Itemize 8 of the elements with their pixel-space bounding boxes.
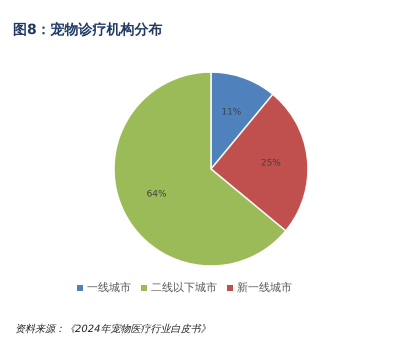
data-label: 25% (260, 158, 282, 168)
legend-label: 新一线城市 (237, 281, 292, 294)
data-label: 11% (221, 107, 242, 118)
chart-title: 图8：宠物诊疗机构分布 (13, 21, 163, 39)
data-label: 64% (146, 190, 168, 200)
text: 资料来源：《2024年宠物医疗行业白皮书》 (15, 322, 210, 336)
legend-label: 一线城市 (87, 281, 131, 294)
legend-label: 二线以下城市 (151, 281, 217, 294)
